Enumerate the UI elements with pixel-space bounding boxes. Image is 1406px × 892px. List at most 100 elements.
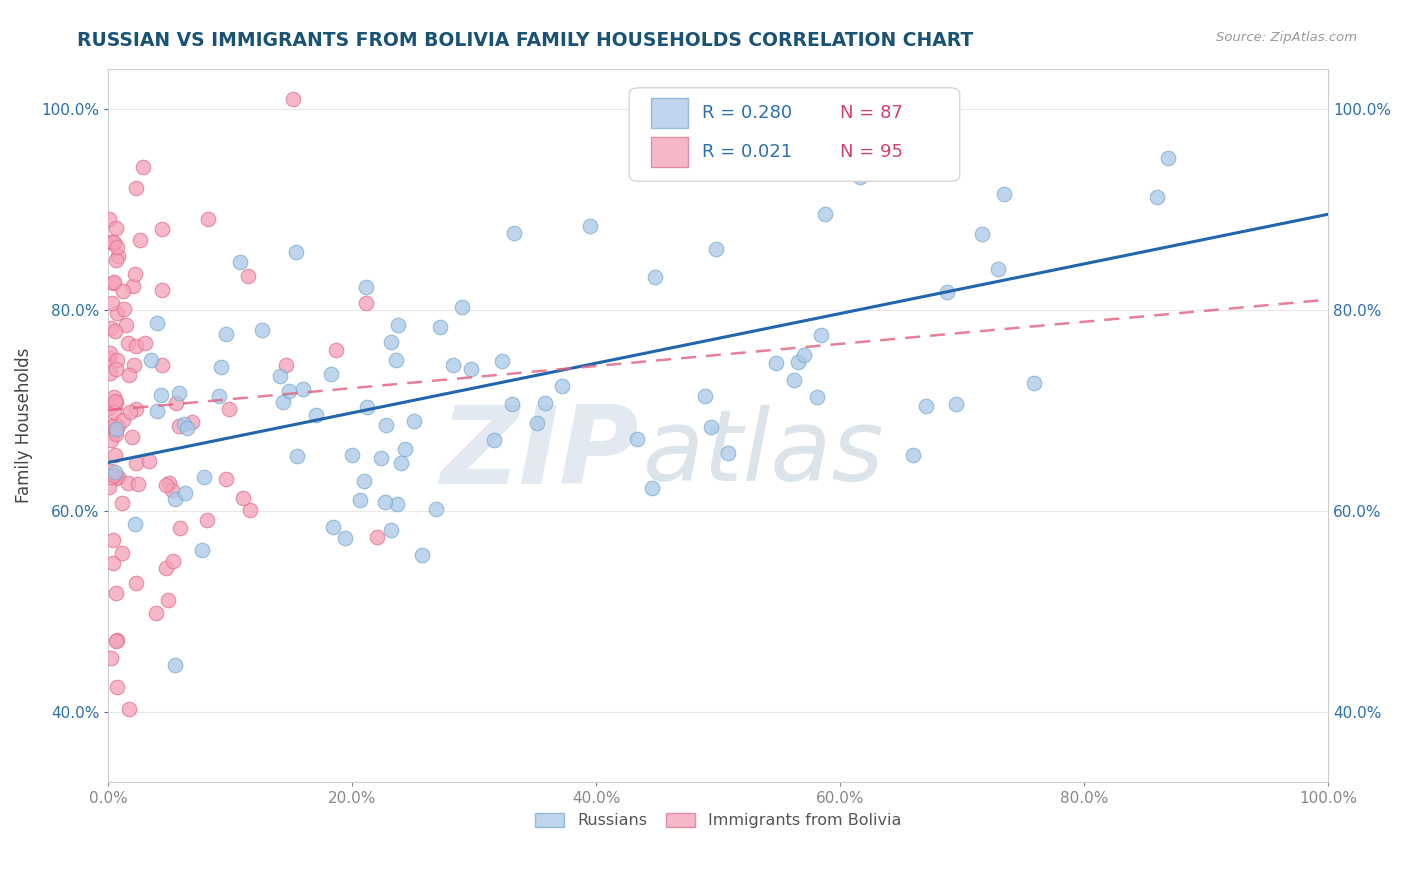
Point	[169, 419, 191, 434]
Point	[105, 426, 128, 441]
Point	[191, 543, 214, 558]
Point	[970, 227, 993, 242]
Point	[125, 575, 148, 590]
Point	[104, 220, 127, 235]
Point	[150, 222, 173, 236]
Point	[195, 513, 218, 527]
Point	[100, 470, 122, 484]
Point	[129, 233, 152, 247]
Text: atlas: atlas	[643, 405, 884, 502]
Point	[717, 446, 740, 460]
Point	[460, 362, 482, 376]
Point	[105, 353, 128, 368]
Point	[228, 255, 250, 269]
Point	[105, 633, 128, 648]
Point	[117, 336, 139, 351]
Text: Source: ZipAtlas.com: Source: ZipAtlas.com	[1216, 31, 1357, 45]
Point	[551, 379, 574, 393]
Point	[132, 160, 155, 174]
Text: R = 0.280: R = 0.280	[703, 104, 793, 122]
Point	[385, 352, 408, 367]
FancyBboxPatch shape	[651, 98, 688, 128]
Point	[901, 448, 924, 462]
Point	[103, 390, 125, 404]
Point	[356, 400, 378, 414]
Point	[104, 394, 127, 409]
Text: ZIP: ZIP	[440, 401, 638, 507]
Point	[98, 235, 121, 249]
Point	[693, 389, 716, 403]
Point	[239, 503, 262, 517]
Point	[104, 465, 127, 479]
Point	[402, 414, 425, 428]
Point	[104, 471, 127, 485]
Point	[354, 296, 377, 310]
Point	[380, 334, 402, 349]
Point	[806, 391, 828, 405]
Point	[236, 268, 259, 283]
Point	[281, 92, 304, 106]
Point	[394, 442, 416, 456]
Point	[104, 362, 127, 376]
Point	[103, 425, 125, 439]
Point	[165, 396, 187, 410]
Point	[103, 468, 125, 483]
Point	[98, 366, 121, 380]
Point	[104, 422, 127, 436]
Point	[849, 169, 872, 184]
Point	[162, 554, 184, 568]
Text: RUSSIAN VS IMMIGRANTS FROM BOLIVIA FAMILY HOUSEHOLDS CORRELATION CHART: RUSSIAN VS IMMIGRANTS FROM BOLIVIA FAMIL…	[77, 31, 973, 50]
Point	[534, 395, 557, 409]
Point	[411, 548, 433, 562]
Point	[321, 367, 343, 381]
Point	[193, 470, 215, 484]
Point	[526, 416, 548, 430]
Point	[641, 482, 664, 496]
Point	[273, 395, 295, 409]
Point	[441, 359, 464, 373]
Point	[285, 244, 308, 259]
Point	[101, 296, 124, 310]
Point	[100, 420, 122, 434]
Point	[114, 318, 136, 332]
Point	[342, 448, 364, 462]
Y-axis label: Family Households: Family Households	[15, 348, 32, 503]
Point	[482, 433, 505, 447]
Point	[105, 394, 128, 409]
Point	[104, 633, 127, 648]
Point	[122, 358, 145, 372]
Point	[292, 382, 315, 396]
Point	[150, 358, 173, 372]
Text: R = 0.021: R = 0.021	[703, 143, 793, 161]
Point	[387, 318, 409, 333]
Point	[945, 397, 967, 411]
Point	[150, 283, 173, 297]
Point	[103, 533, 125, 547]
Point	[156, 593, 179, 607]
Point	[252, 323, 274, 337]
Point	[104, 417, 127, 431]
Point	[181, 415, 204, 429]
Point	[704, 242, 727, 256]
Point	[101, 235, 124, 249]
Point	[322, 520, 344, 534]
Point	[655, 96, 678, 111]
Point	[101, 276, 124, 290]
Point	[139, 352, 162, 367]
Point	[165, 658, 187, 673]
Point	[111, 546, 134, 560]
Point	[380, 524, 402, 538]
Point	[914, 399, 936, 413]
Point	[98, 212, 121, 227]
Point	[163, 491, 186, 506]
Point	[134, 335, 156, 350]
Point	[783, 373, 806, 387]
Point	[105, 240, 128, 254]
Point	[325, 343, 347, 357]
Point	[100, 321, 122, 335]
Point	[451, 300, 474, 314]
Point	[987, 262, 1010, 277]
Point	[425, 502, 447, 516]
Point	[218, 401, 240, 416]
Point	[176, 421, 198, 435]
